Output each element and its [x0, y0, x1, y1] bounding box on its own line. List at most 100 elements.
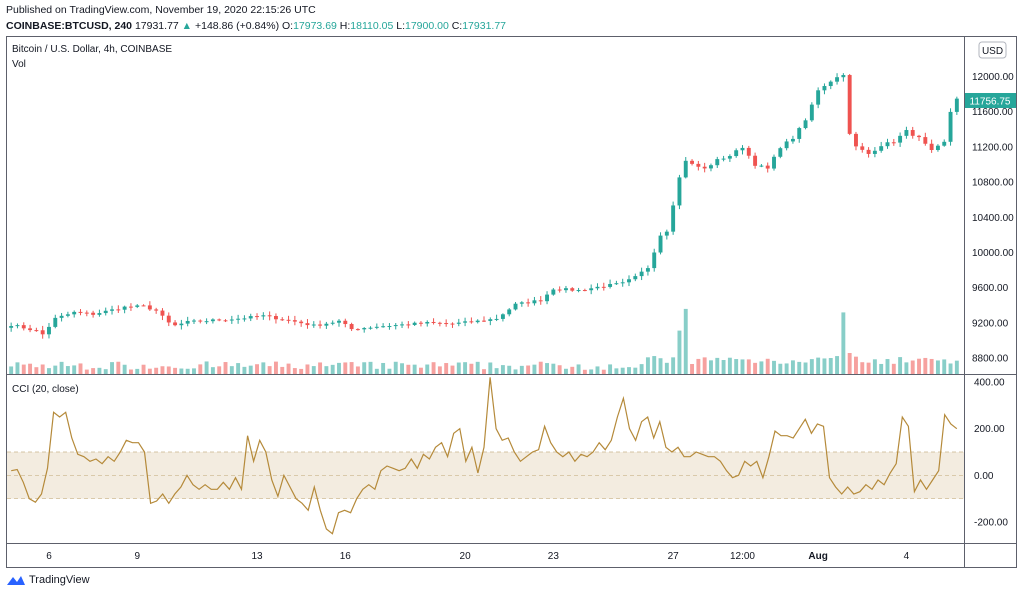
volume-bar — [809, 359, 814, 374]
volume-bar — [847, 353, 852, 374]
candle-body — [872, 150, 877, 154]
candle-body — [784, 141, 789, 149]
time-tick-label: 12:00 — [730, 551, 755, 562]
candle-body — [223, 320, 228, 322]
candle-body — [450, 323, 455, 325]
candle-body — [866, 149, 871, 154]
candle-body — [797, 128, 802, 139]
candle-body — [879, 146, 884, 151]
high-value: 18110.05 — [350, 20, 394, 32]
price-tick-label: 11200.00 — [972, 142, 1013, 153]
time-tick-label: 9 — [134, 551, 140, 562]
candle-body — [185, 320, 190, 324]
candle-body — [582, 290, 587, 292]
last-price-readout: 17931.77 — [134, 20, 179, 32]
candle-body — [192, 320, 196, 322]
volume-bar — [437, 366, 442, 374]
candle-body — [318, 324, 323, 326]
volume-bar — [255, 364, 259, 374]
candle-body — [15, 325, 20, 327]
time-axis[interactable]: 6 9 13 16 20 23 27 12:00 Aug 4 — [46, 551, 909, 562]
candle-body — [154, 309, 159, 311]
volume-bar — [860, 362, 865, 374]
candle-body — [456, 322, 461, 324]
volume-bar — [658, 358, 663, 374]
volume-bar — [463, 362, 468, 374]
volume-bar — [935, 360, 940, 374]
volume-bar — [702, 357, 707, 374]
price-change: +148.86 (+0.84%) — [195, 20, 280, 32]
volume-bar — [753, 362, 758, 374]
volume-bar — [500, 365, 505, 374]
time-tick-label: 16 — [340, 551, 352, 562]
volume-bar — [292, 368, 297, 374]
volume-bar — [280, 366, 285, 374]
candle-body — [236, 318, 241, 320]
candle-body — [482, 320, 486, 322]
volume-bar — [425, 364, 430, 374]
volume-bar — [355, 366, 360, 374]
candle-body — [242, 318, 247, 320]
currency-button[interactable] — [978, 41, 1007, 59]
candle-body — [696, 163, 701, 167]
candle-body — [217, 319, 222, 321]
volume-bar — [110, 362, 114, 374]
volume-bar — [898, 357, 903, 374]
tradingview-logo-icon — [7, 576, 25, 585]
candle-body — [267, 315, 272, 317]
price-axis: 8800.00 9200.00 9600.00 10000.00 10400.00 108… — [972, 72, 1014, 365]
volume-bar — [166, 366, 171, 374]
candle-body — [835, 77, 840, 82]
candle-body — [885, 142, 890, 147]
volume-bar — [387, 368, 392, 374]
cci-tick-label: -200.00 — [974, 518, 1008, 529]
candle-body — [778, 148, 783, 157]
volume-bar — [582, 369, 587, 374]
candle-body — [841, 75, 846, 78]
candle-body — [513, 303, 518, 310]
candle-body — [564, 288, 568, 291]
cci-axis: -200.00 0.00 200.00 400.00 — [974, 378, 1008, 529]
price-tick-label: 11600.00 — [972, 107, 1013, 118]
candle-body — [614, 283, 619, 285]
volume-bar — [318, 362, 323, 374]
candle-body — [494, 318, 499, 320]
candle-body — [330, 322, 335, 324]
volume-bar — [601, 369, 606, 374]
volume-bar — [160, 366, 165, 374]
volume-bar — [242, 366, 247, 374]
candle-body — [444, 323, 449, 325]
volume-bar — [135, 368, 140, 374]
volume-bar — [545, 363, 550, 374]
candle-body — [526, 302, 531, 304]
volume-bar — [210, 367, 215, 374]
candle-body — [166, 315, 171, 323]
candle-body — [658, 235, 663, 253]
time-tick-label: 27 — [668, 551, 680, 562]
volume-bar — [538, 361, 543, 374]
candle-body — [299, 321, 304, 324]
candle-body — [948, 111, 953, 142]
candle-body — [664, 231, 669, 236]
candle-body — [362, 328, 367, 330]
change-arrow-icon: ▲ — [181, 20, 193, 32]
candle-body — [809, 104, 814, 121]
candle-body — [135, 305, 140, 307]
candle-body — [418, 322, 423, 324]
volume-bar — [229, 366, 234, 374]
volume-bar — [917, 358, 921, 374]
candle-body — [860, 146, 865, 150]
volume-bar — [217, 366, 222, 374]
volume-bar — [519, 365, 524, 374]
volume-bar — [431, 362, 436, 374]
candle-body — [255, 316, 259, 318]
volume-bar — [198, 364, 203, 374]
candle-body — [545, 294, 550, 302]
candle-body — [128, 306, 133, 308]
volume-bar — [469, 363, 474, 374]
price-tick-label: 9600.00 — [972, 283, 1009, 294]
candle-body — [179, 323, 184, 326]
volume-bars — [9, 308, 959, 374]
candle-body — [475, 320, 480, 323]
